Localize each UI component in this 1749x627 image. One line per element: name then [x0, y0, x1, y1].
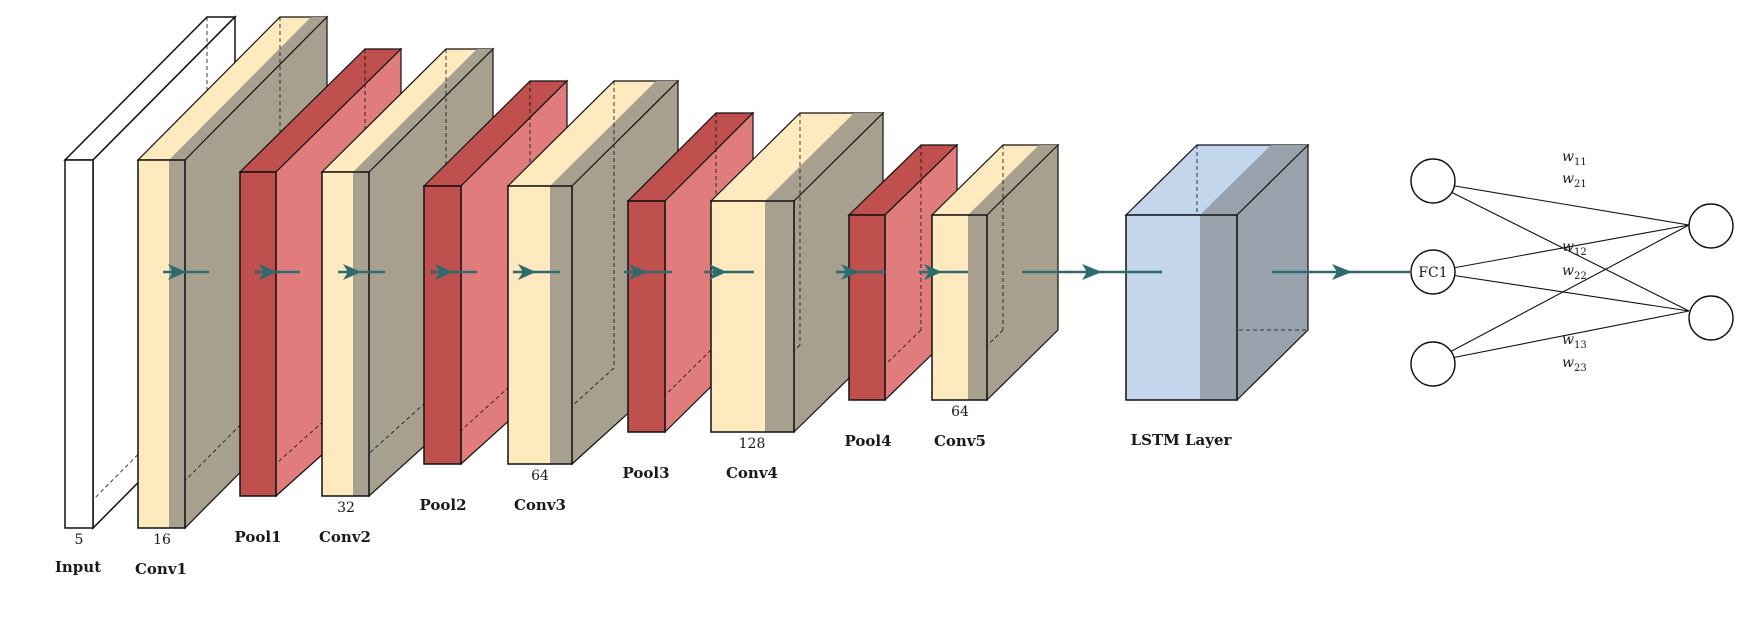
input-depth: 5 [75, 532, 84, 548]
conv5-depth: 64 [951, 404, 969, 420]
lstm-label: LSTM Layer [1131, 431, 1233, 449]
weight-label: w13 [1562, 332, 1587, 351]
arrowhead-icon [1082, 264, 1102, 280]
arrowhead-icon [841, 264, 859, 280]
fc-nodes [1410, 158, 1734, 387]
weight-label: w11 [1562, 149, 1587, 168]
conv4-label: Conv4 [726, 464, 778, 482]
conv4-depth: 128 [739, 436, 766, 452]
arrowhead-icon [168, 264, 186, 280]
arrowhead-icon [629, 264, 647, 280]
weight-label: w23 [1562, 355, 1587, 374]
arrowhead-icon [1332, 264, 1352, 280]
weight-label: w21 [1562, 171, 1587, 190]
conv3-label: Conv3 [514, 496, 566, 514]
conv2-depth: 32 [337, 500, 355, 516]
fc-input-node [1410, 249, 1456, 295]
fc-connections [1430, 181, 1690, 363]
conv5-label: Conv5 [934, 432, 986, 450]
conv2-label: Conv2 [319, 528, 371, 546]
arrowhead-icon [518, 264, 536, 280]
conv3-depth: 64 [531, 468, 549, 484]
weight-label: w12 [1562, 239, 1587, 258]
conv1-label: Conv1 [135, 560, 187, 578]
fc-input-node [1410, 158, 1456, 204]
pool3-label: Pool3 [622, 464, 669, 482]
conv1-depth: 16 [153, 532, 171, 548]
pool4-label: Pool4 [844, 432, 891, 450]
arrowhead-icon [259, 264, 277, 280]
arrowhead-icon [435, 264, 453, 280]
fc-input-node [1410, 341, 1456, 387]
fc1-node-label: FC1 [1418, 265, 1447, 281]
input-label: Input [55, 558, 101, 576]
pool1-label: Pool1 [234, 528, 281, 546]
flow-arrowheads [168, 264, 1352, 280]
arrowhead-icon [924, 264, 942, 280]
fc-output-node [1688, 295, 1734, 341]
weight-label: w22 [1562, 263, 1587, 282]
fc-output-node [1688, 203, 1734, 249]
pool2-label: Pool2 [419, 496, 466, 514]
arrowhead-icon [343, 264, 361, 280]
arrowhead-icon [709, 264, 727, 280]
